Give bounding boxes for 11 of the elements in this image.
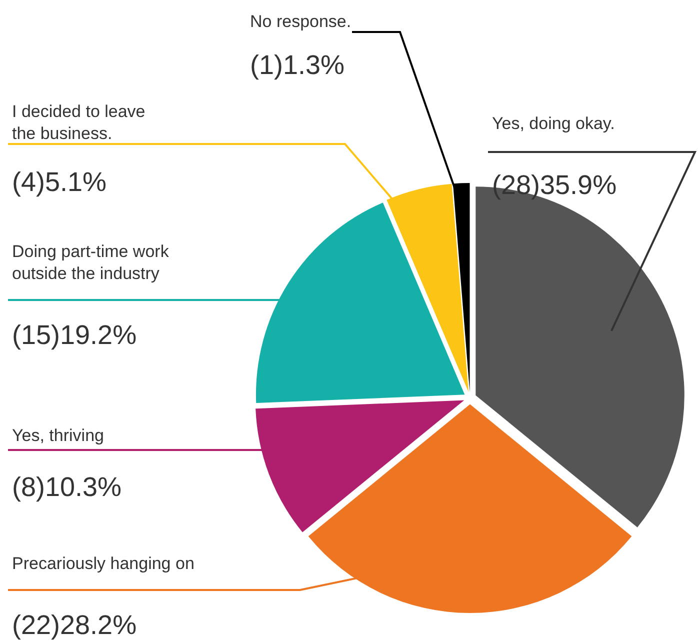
slice-label: I decided to leave the business. <box>12 102 146 144</box>
data-label: (15)19.2% <box>12 320 137 350</box>
slice-label: Doing part-time work outside the industry <box>12 242 170 284</box>
data-label: (1)1.3% <box>250 50 345 80</box>
slice-label: No response. <box>250 12 352 31</box>
data-label: (22)28.2% <box>12 610 137 640</box>
data-label: (4)5.1% <box>12 167 107 197</box>
data-label: (8)10.3% <box>12 472 122 502</box>
slice-label: Yes, doing okay. <box>492 114 615 133</box>
slice-label: Precariously hanging on <box>12 554 194 573</box>
slice-label: Yes, thriving <box>12 426 104 445</box>
